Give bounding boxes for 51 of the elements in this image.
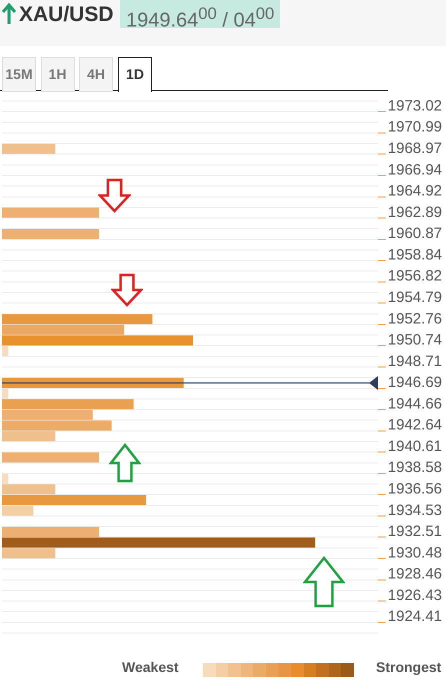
y-tick-label: 1938.58 [388,459,442,476]
bar [2,431,56,442]
y-tick-label: 1936.56 [388,480,442,498]
chart-subtitle: 1949.64$^{00}$ / 04$^{00}$ [125,3,276,32]
text: Strongest [376,659,442,675]
y-tick-label: 1932.51 [388,523,442,540]
y-tick-label: 1973.02 [388,97,442,114]
y-tick-label: 1966.94 [388,161,442,178]
y-tick-label: 1950.74 [388,332,442,349]
y-tick-label: 1958.84 [388,246,442,264]
y-tick-label: 1926.43 [388,586,442,604]
bar [2,399,134,410]
bar [2,506,34,516]
bar [2,314,152,324]
y-tick-label: 1960.87 [388,225,442,242]
y-tick-label: 1952.76 [388,310,442,328]
bar [2,538,316,548]
y-tick-label: 1964.92 [388,182,442,200]
bar [2,548,56,558]
bar [2,228,100,240]
y-tick-label: 1954.79 [388,288,442,306]
y-tick-label: 1968.97 [388,140,442,158]
y-tick-label: 1940.61 [388,438,442,455]
bar [2,388,8,399]
bar [2,324,124,335]
y-tick-label: 1948.71 [388,352,442,370]
y-tick-label: 1970.99 [388,118,442,136]
bar [2,144,56,154]
text: 1H [40,57,74,92]
bar [2,335,194,346]
bar [2,346,8,356]
y-tick-label: 1924.41 [388,608,442,626]
bar [2,208,100,218]
text: Weakest [122,659,179,675]
bar [2,474,8,484]
y-tick-label: 1942.64 [388,416,442,434]
y-tick-label: 1928.46 [388,566,442,583]
bar [2,452,100,462]
text: 15M [2,57,36,92]
text: 1D [118,57,152,92]
y-tick-label: 1934.53 [388,502,442,519]
bar [2,494,146,506]
bar [2,484,56,494]
chart-title: XAU/USD [19,2,114,28]
y-tick-label: 1930.48 [388,544,442,562]
y-tick-label: 1946.69 [388,374,442,392]
y-tick-label: 1956.82 [388,268,442,285]
y-tick-label: 1944.66 [388,395,442,412]
y-tick-label: 1962.89 [388,204,442,221]
bar [2,526,100,537]
text: 4H [79,57,113,92]
